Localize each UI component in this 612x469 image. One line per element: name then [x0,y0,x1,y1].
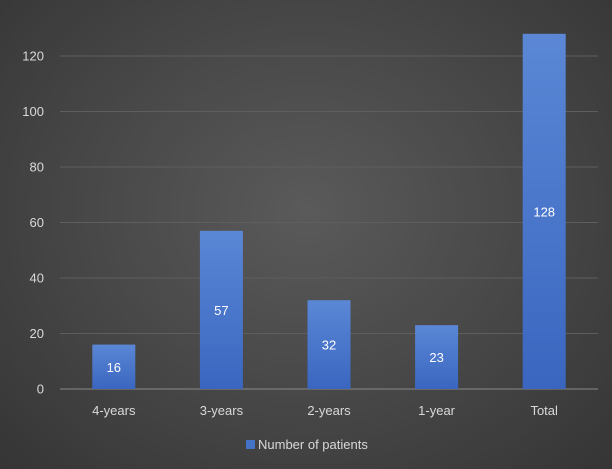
x-tick-label: 4-years [92,403,136,418]
bar-data-label: 16 [107,360,121,375]
y-tick-label: 40 [30,271,44,286]
x-axis-ticks: 4-years 3-years 2-years 1-year Total [92,403,558,418]
bar-data-label: 57 [214,303,228,318]
y-axis-ticks: 0 20 40 60 80 100 120 [22,49,44,397]
x-tick-label: 3-years [200,403,244,418]
bar-data-label: 128 [533,204,555,219]
legend-swatch [246,440,255,449]
bars: 16 57 32 23 128 [92,33,566,390]
y-tick-label: 0 [37,382,44,397]
legend-label: Number of patients [258,437,368,452]
bar-2-years [307,300,351,389]
y-tick-label: 120 [22,49,44,64]
y-tick-label: 60 [30,215,44,230]
bar-3-years [199,230,243,389]
x-tick-label: 1-year [418,403,456,418]
x-tick-label: Total [530,403,558,418]
bar-data-label: 23 [429,350,443,365]
y-tick-label: 100 [22,104,44,119]
gridlines [60,55,598,390]
y-tick-label: 80 [30,160,44,175]
bar-total [522,33,566,390]
x-tick-label: 2-years [307,403,351,418]
y-tick-label: 20 [30,326,44,341]
legend: Number of patients [246,437,368,452]
bar-data-label: 32 [322,338,336,353]
bar-1-year [415,325,459,389]
bar-4-years [92,344,136,389]
